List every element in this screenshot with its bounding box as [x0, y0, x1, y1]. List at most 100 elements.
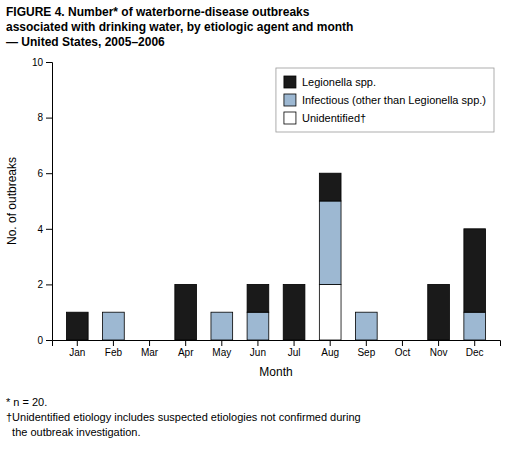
- y-tick-mark: [46, 229, 52, 230]
- x-tick-mark: [113, 340, 114, 346]
- bar: [392, 340, 414, 341]
- y-tick-mark: [46, 173, 52, 174]
- x-tick: Oct: [395, 340, 411, 358]
- x-axis-title: Month: [259, 365, 292, 379]
- x-tick-label: Nov: [430, 347, 448, 358]
- x-tick-label: Jun: [250, 347, 266, 358]
- bar: [319, 284, 341, 340]
- bar: [355, 312, 377, 340]
- bar: [319, 173, 341, 201]
- x-tick-mark: [185, 340, 186, 346]
- footnote: †Unidentified etiology includes suspecte…: [6, 411, 361, 423]
- bar: [392, 340, 414, 341]
- plot: 0 2 4 6 8 10 Jan Feb Mar Apr May Jun Jul Aug Sep Oct Nov…: [32, 57, 501, 358]
- y-tick-label: 6: [37, 168, 43, 179]
- bar: [247, 284, 269, 312]
- legend-swatch: [284, 76, 296, 88]
- legend-item: Infectious (other than Legionella spp.): [284, 94, 486, 106]
- y-axis: 0 2 4 6 8 10: [32, 57, 53, 346]
- bar: [283, 284, 305, 340]
- legend-frame: [276, 68, 494, 132]
- y-tick-mark: [46, 284, 52, 285]
- y-tick-label: 0: [37, 335, 43, 346]
- y-tick-mark: [46, 118, 52, 119]
- x-tick: Jul: [288, 340, 301, 358]
- footnote: * n = 20.: [6, 396, 47, 408]
- x-tick-mark: [294, 340, 295, 346]
- y-tick: 8: [37, 112, 52, 123]
- x-tick: Sep: [357, 340, 375, 358]
- x-tick: Jun: [250, 340, 266, 358]
- x-tick-mark: [402, 340, 403, 346]
- x-tick-label: Oct: [395, 347, 411, 358]
- y-axis-title: No. of outbreaks: [5, 157, 19, 245]
- x-tick: Nov: [430, 340, 448, 358]
- series: [66, 173, 485, 340]
- bar: [319, 201, 341, 284]
- bar: [66, 312, 88, 340]
- bar: [103, 312, 125, 340]
- bar: [355, 312, 377, 313]
- x-tick: Aug: [321, 340, 339, 358]
- x-tick-label: Sep: [357, 347, 375, 358]
- legend-label: Unidentified†: [302, 112, 366, 124]
- x-tick-mark: [330, 340, 331, 346]
- legend-item: Unidentified†: [284, 112, 366, 124]
- chart: FIGURE 4. Number* of waterborne-disease …: [0, 0, 514, 476]
- x-axis-line: [53, 341, 501, 347]
- bar: [247, 312, 269, 340]
- x-tick-mark: [366, 340, 367, 346]
- legend-label: Legionella spp.: [302, 76, 376, 88]
- y-axis-line: [46, 63, 53, 341]
- y-tick: 2: [37, 279, 52, 290]
- x-tick-label: Jan: [69, 347, 85, 358]
- x-axis: Jan Feb Mar Apr May Jun Jul Aug Sep Oct Nov Dec: [53, 340, 501, 358]
- x-tick-label: May: [212, 347, 231, 358]
- legend-label: Infectious (other than Legionella spp.): [302, 94, 486, 106]
- x-tick-mark: [149, 340, 150, 346]
- x-tick-label: Mar: [141, 347, 159, 358]
- bar: [103, 312, 125, 313]
- x-tick: Mar: [141, 340, 159, 358]
- x-tick-mark: [257, 340, 258, 346]
- bar: [139, 340, 161, 341]
- bar: [211, 312, 233, 340]
- x-tick-mark: [221, 340, 222, 346]
- legend-swatch: [284, 94, 296, 106]
- bar: [464, 312, 486, 340]
- x-tick-label: Aug: [321, 347, 339, 358]
- legend: Legionella spp. Infectious (other than Le…: [276, 68, 494, 132]
- bar: [139, 340, 161, 341]
- series: [319, 284, 341, 340]
- series: [103, 201, 486, 340]
- bar: [175, 284, 197, 340]
- y-tick-label: 2: [37, 279, 43, 290]
- title: FIGURE 4. Number* of waterborne-disease …: [6, 5, 353, 49]
- bar: [211, 312, 233, 313]
- bar: [392, 340, 414, 341]
- y-tick-label: 4: [37, 224, 43, 235]
- x-tick-label: Dec: [466, 347, 484, 358]
- x-tick: Apr: [178, 340, 194, 358]
- legend-swatch: [284, 112, 296, 124]
- y-tick: 10: [32, 57, 52, 68]
- footnote: the outbreak investigation.: [6, 426, 141, 438]
- y-tick-label: 8: [37, 112, 43, 123]
- y-tick: 0: [37, 335, 52, 346]
- bar: [464, 229, 486, 312]
- x-tick-label: Apr: [178, 347, 194, 358]
- x-tick: May: [212, 340, 231, 358]
- x-tick: Jan: [69, 340, 85, 358]
- x-tick-label: Feb: [105, 347, 123, 358]
- x-tick-label: Jul: [288, 347, 301, 358]
- bars: [66, 173, 485, 340]
- x-tick-mark: [474, 340, 475, 346]
- bar: [428, 284, 450, 340]
- y-tick-label: 10: [32, 57, 44, 68]
- x-tick-mark: [438, 340, 439, 346]
- y-tick-mark: [46, 340, 52, 341]
- x-tick: Dec: [466, 340, 484, 358]
- bar: [139, 340, 161, 341]
- y-tick-mark: [46, 62, 52, 63]
- y-tick: 6: [37, 168, 52, 179]
